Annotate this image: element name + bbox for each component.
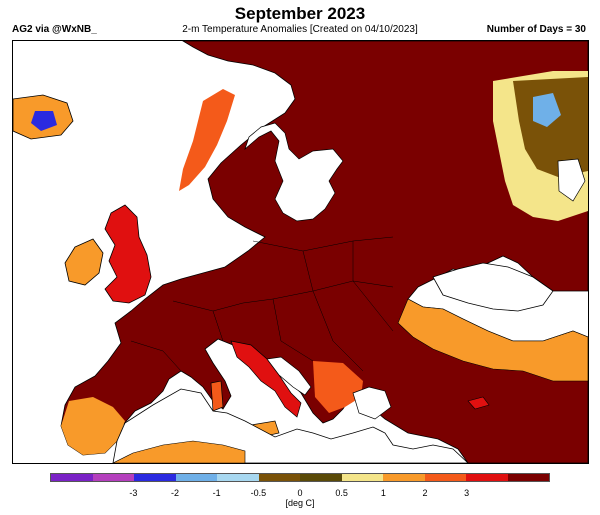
land-cyprus xyxy=(467,396,490,410)
source-label: AG2 via @WxNB_ xyxy=(12,24,97,35)
land-sardinia xyxy=(210,380,224,412)
colorbar-segment xyxy=(424,474,466,481)
colorbar-tick-label: 3 xyxy=(464,488,470,498)
colorbar-tick-label: 2 xyxy=(422,488,428,498)
kazakh-cold-spot xyxy=(533,93,561,127)
colorbar-segment xyxy=(341,474,383,481)
iceland-cold-spot xyxy=(31,111,57,131)
map-title: September 2023 xyxy=(234,4,366,23)
colorbar-segment xyxy=(507,474,549,481)
russia-brown-anomaly xyxy=(513,77,588,177)
land-great-britain xyxy=(104,204,152,304)
caspian-sea xyxy=(557,158,586,202)
colorbar-tick-label: -2 xyxy=(170,488,180,498)
anomaly-map xyxy=(12,40,589,464)
land-ireland xyxy=(64,238,104,286)
black-sea xyxy=(432,262,554,312)
map-subtitle: 2-m Temperature Anomalies [Created on 04… xyxy=(182,24,418,35)
country-borders xyxy=(130,236,394,372)
days-label: Number of Days = 30 xyxy=(486,24,586,35)
colorbar-tick-label: 0.5 xyxy=(335,488,348,498)
colorbar-segment xyxy=(217,474,259,481)
north-africa-anomaly xyxy=(112,440,246,463)
colorbar-tick-label: -0.5 xyxy=(250,488,267,498)
colorbar-segment xyxy=(258,474,300,481)
colorbar-segment xyxy=(51,474,93,481)
colorbar-segment xyxy=(300,474,342,481)
colorbar-segment xyxy=(175,474,217,481)
colorbar xyxy=(50,473,550,482)
colorbar-tick-label: 0 xyxy=(297,488,303,498)
balkans-anomaly xyxy=(313,361,363,413)
aegean-sea xyxy=(352,386,392,420)
baltic-sea xyxy=(244,122,344,222)
iberia-south-anomaly xyxy=(61,397,125,455)
adriatic-sea xyxy=(266,356,312,396)
colorbar-tick-label: -3 xyxy=(129,488,138,498)
norway-coast-anomaly xyxy=(179,89,235,191)
map-svg xyxy=(13,41,588,463)
colorbar-segment xyxy=(383,474,425,481)
colorbar-segment xyxy=(134,474,176,481)
colorbar-segment xyxy=(92,474,134,481)
colorbar-segment xyxy=(466,474,508,481)
turkey-anomaly xyxy=(397,298,588,382)
colorbar-unit: [deg C] xyxy=(285,498,315,508)
colorbar-tick-label: -1 xyxy=(212,488,221,498)
colorbar-tick-label: 1 xyxy=(380,488,386,498)
